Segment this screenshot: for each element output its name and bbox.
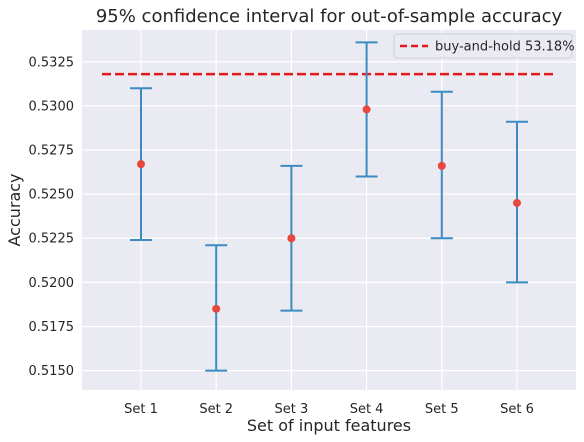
- chart-title: 95% confidence interval for out-of-sampl…: [96, 6, 563, 27]
- y-tick-label: 0.5275: [29, 144, 75, 159]
- y-tick-label: 0.5250: [29, 188, 75, 203]
- y-tick-label: 0.5150: [29, 364, 75, 379]
- mean-point: [287, 234, 296, 243]
- x-tick-label: Set 3: [275, 402, 309, 417]
- mean-point: [513, 198, 521, 207]
- x-axis-label: Set of input features: [247, 416, 411, 435]
- plot-area: [82, 30, 576, 390]
- y-tick-label: 0.5175: [29, 320, 75, 335]
- y-tick-label: 0.5300: [29, 99, 75, 114]
- mean-point: [137, 160, 145, 169]
- y-axis-label: Accuracy: [5, 173, 24, 246]
- legend-box: [393, 33, 573, 59]
- x-tick-label: Set 5: [425, 402, 459, 417]
- mean-point: [212, 304, 221, 313]
- x-tick-label: Set 6: [500, 402, 534, 417]
- mean-point: [437, 161, 446, 170]
- x-tick-label: Set 2: [199, 402, 233, 417]
- error-bars: [130, 41, 528, 372]
- y-tick-label: 0.5200: [29, 276, 75, 291]
- x-tick-label: Set 4: [350, 402, 384, 417]
- legend: buy-and-hold 53.18%: [393, 33, 575, 59]
- y-tick-label: 0.5325: [29, 55, 75, 70]
- x-tick-label: Set 1: [124, 402, 158, 417]
- y-tick-label: 0.5225: [29, 232, 75, 247]
- tick-labels: 0.5150 0.5175 0.5200 0.5225 0.5250 0.5275 0.53…: [29, 55, 534, 417]
- legend-label: buy-and-hold 53.18%: [435, 40, 575, 55]
- mean-point: [362, 105, 371, 114]
